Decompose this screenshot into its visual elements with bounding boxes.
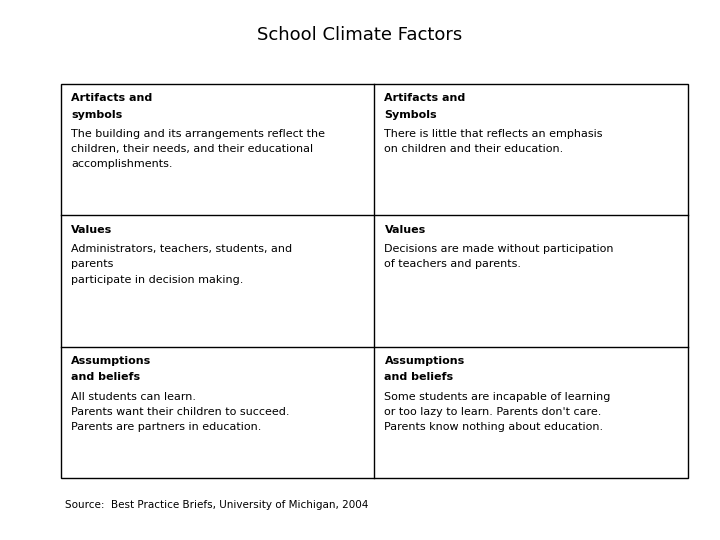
Text: and beliefs: and beliefs [71, 373, 140, 382]
Text: Artifacts and: Artifacts and [71, 93, 153, 104]
Text: or too lazy to learn. Parents don't care.: or too lazy to learn. Parents don't care… [384, 407, 602, 417]
Text: Values: Values [71, 225, 112, 235]
Text: Some students are incapable of learning: Some students are incapable of learning [384, 392, 611, 402]
Text: on children and their education.: on children and their education. [384, 144, 564, 154]
Text: Parents want their children to succeed.: Parents want their children to succeed. [71, 407, 289, 417]
Text: Administrators, teachers, students, and: Administrators, teachers, students, and [71, 244, 292, 254]
Text: Source:  Best Practice Briefs, University of Michigan, 2004: Source: Best Practice Briefs, University… [65, 500, 368, 510]
Text: of teachers and parents.: of teachers and parents. [384, 259, 521, 269]
Text: All students can learn.: All students can learn. [71, 392, 197, 402]
Text: and beliefs: and beliefs [384, 373, 454, 382]
Text: parents: parents [71, 259, 114, 269]
Text: participate in decision making.: participate in decision making. [71, 274, 243, 285]
Text: Symbols: Symbols [384, 110, 437, 120]
Text: Parents are partners in education.: Parents are partners in education. [71, 422, 261, 432]
Text: Assumptions: Assumptions [71, 356, 151, 366]
Text: Values: Values [384, 225, 426, 235]
Text: Parents know nothing about education.: Parents know nothing about education. [384, 422, 603, 432]
Text: accomplishments.: accomplishments. [71, 159, 173, 170]
Text: children, their needs, and their educational: children, their needs, and their educati… [71, 144, 313, 154]
Text: Artifacts and: Artifacts and [384, 93, 466, 104]
Text: There is little that reflects an emphasis: There is little that reflects an emphasi… [384, 129, 603, 139]
Text: The building and its arrangements reflect the: The building and its arrangements reflec… [71, 129, 325, 139]
Text: Decisions are made without participation: Decisions are made without participation [384, 244, 614, 254]
Text: symbols: symbols [71, 110, 122, 120]
Bar [61, 84, 688, 478]
Text: Assumptions: Assumptions [384, 356, 464, 366]
Text: School Climate Factors: School Climate Factors [257, 26, 463, 44]
